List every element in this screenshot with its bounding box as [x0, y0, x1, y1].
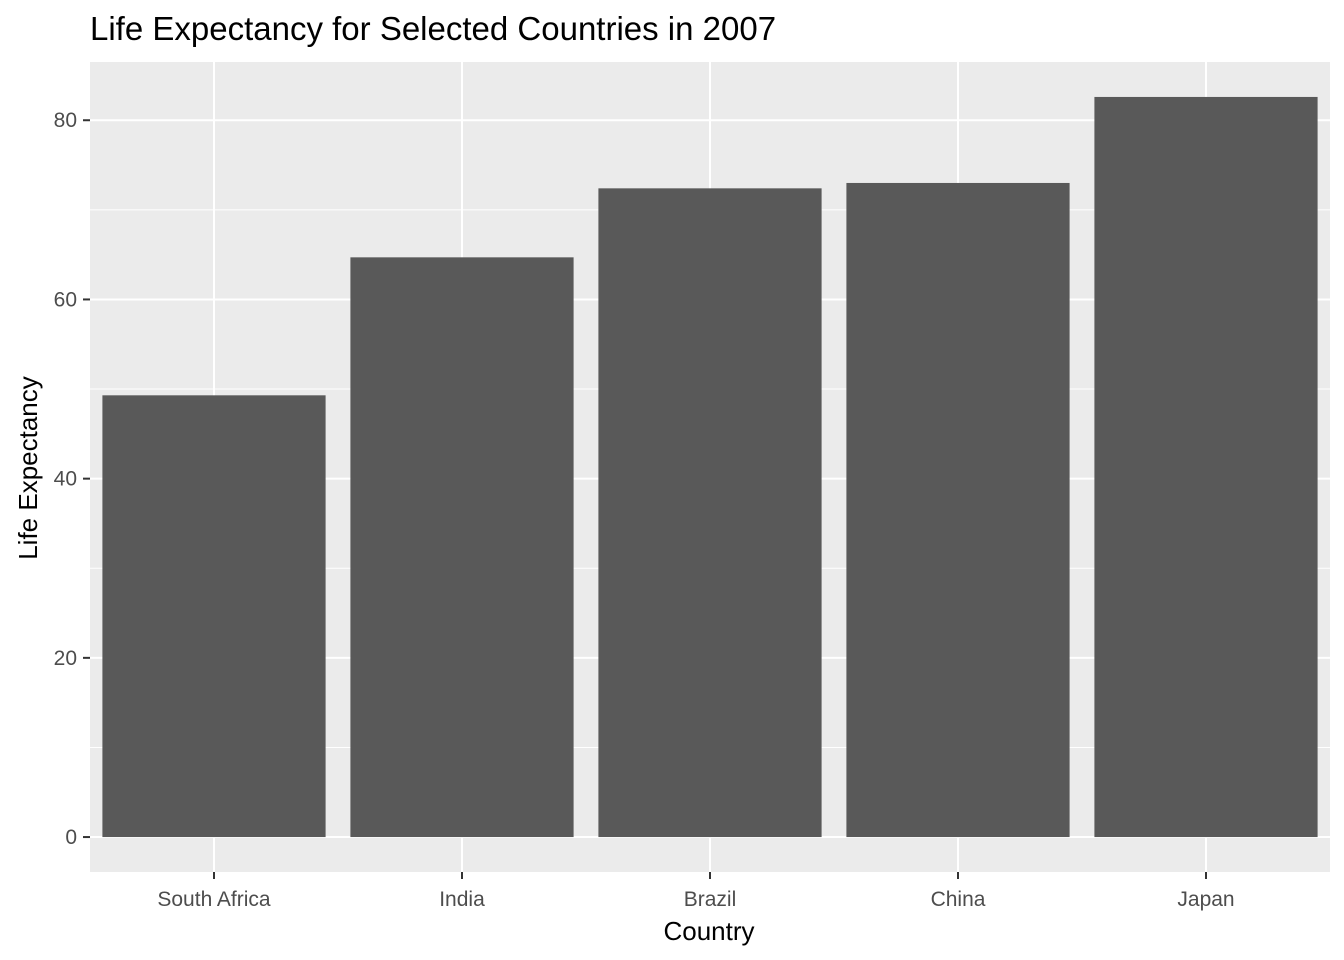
y-tick-label: 0 [65, 826, 77, 849]
x-tick-label: China [931, 888, 986, 911]
x-axis: South Africa India Brazil China Japan [157, 872, 1235, 911]
y-tick-label: 60 [54, 288, 77, 311]
y-axis: 0 20 40 60 80 [54, 109, 90, 849]
x-tick-label: Brazil [684, 888, 737, 911]
bars [102, 96, 1318, 838]
y-tick-label: 40 [54, 468, 77, 491]
chart-title: Life Expectancy for Selected Countries i… [90, 10, 776, 47]
y-axis-title: Life Expectancy [13, 376, 43, 560]
bar-south-africa [102, 395, 326, 838]
x-tick-label: South Africa [157, 888, 271, 911]
y-tick-label: 80 [54, 109, 77, 132]
bar-india [350, 257, 574, 838]
x-axis-title: Country [663, 916, 754, 946]
bar-japan [1094, 96, 1318, 838]
bar-brazil [598, 188, 822, 838]
y-tick-label: 20 [54, 647, 77, 670]
x-tick-label: Japan [1177, 888, 1234, 911]
bar-china [846, 182, 1070, 838]
x-tick-label: India [439, 888, 485, 911]
